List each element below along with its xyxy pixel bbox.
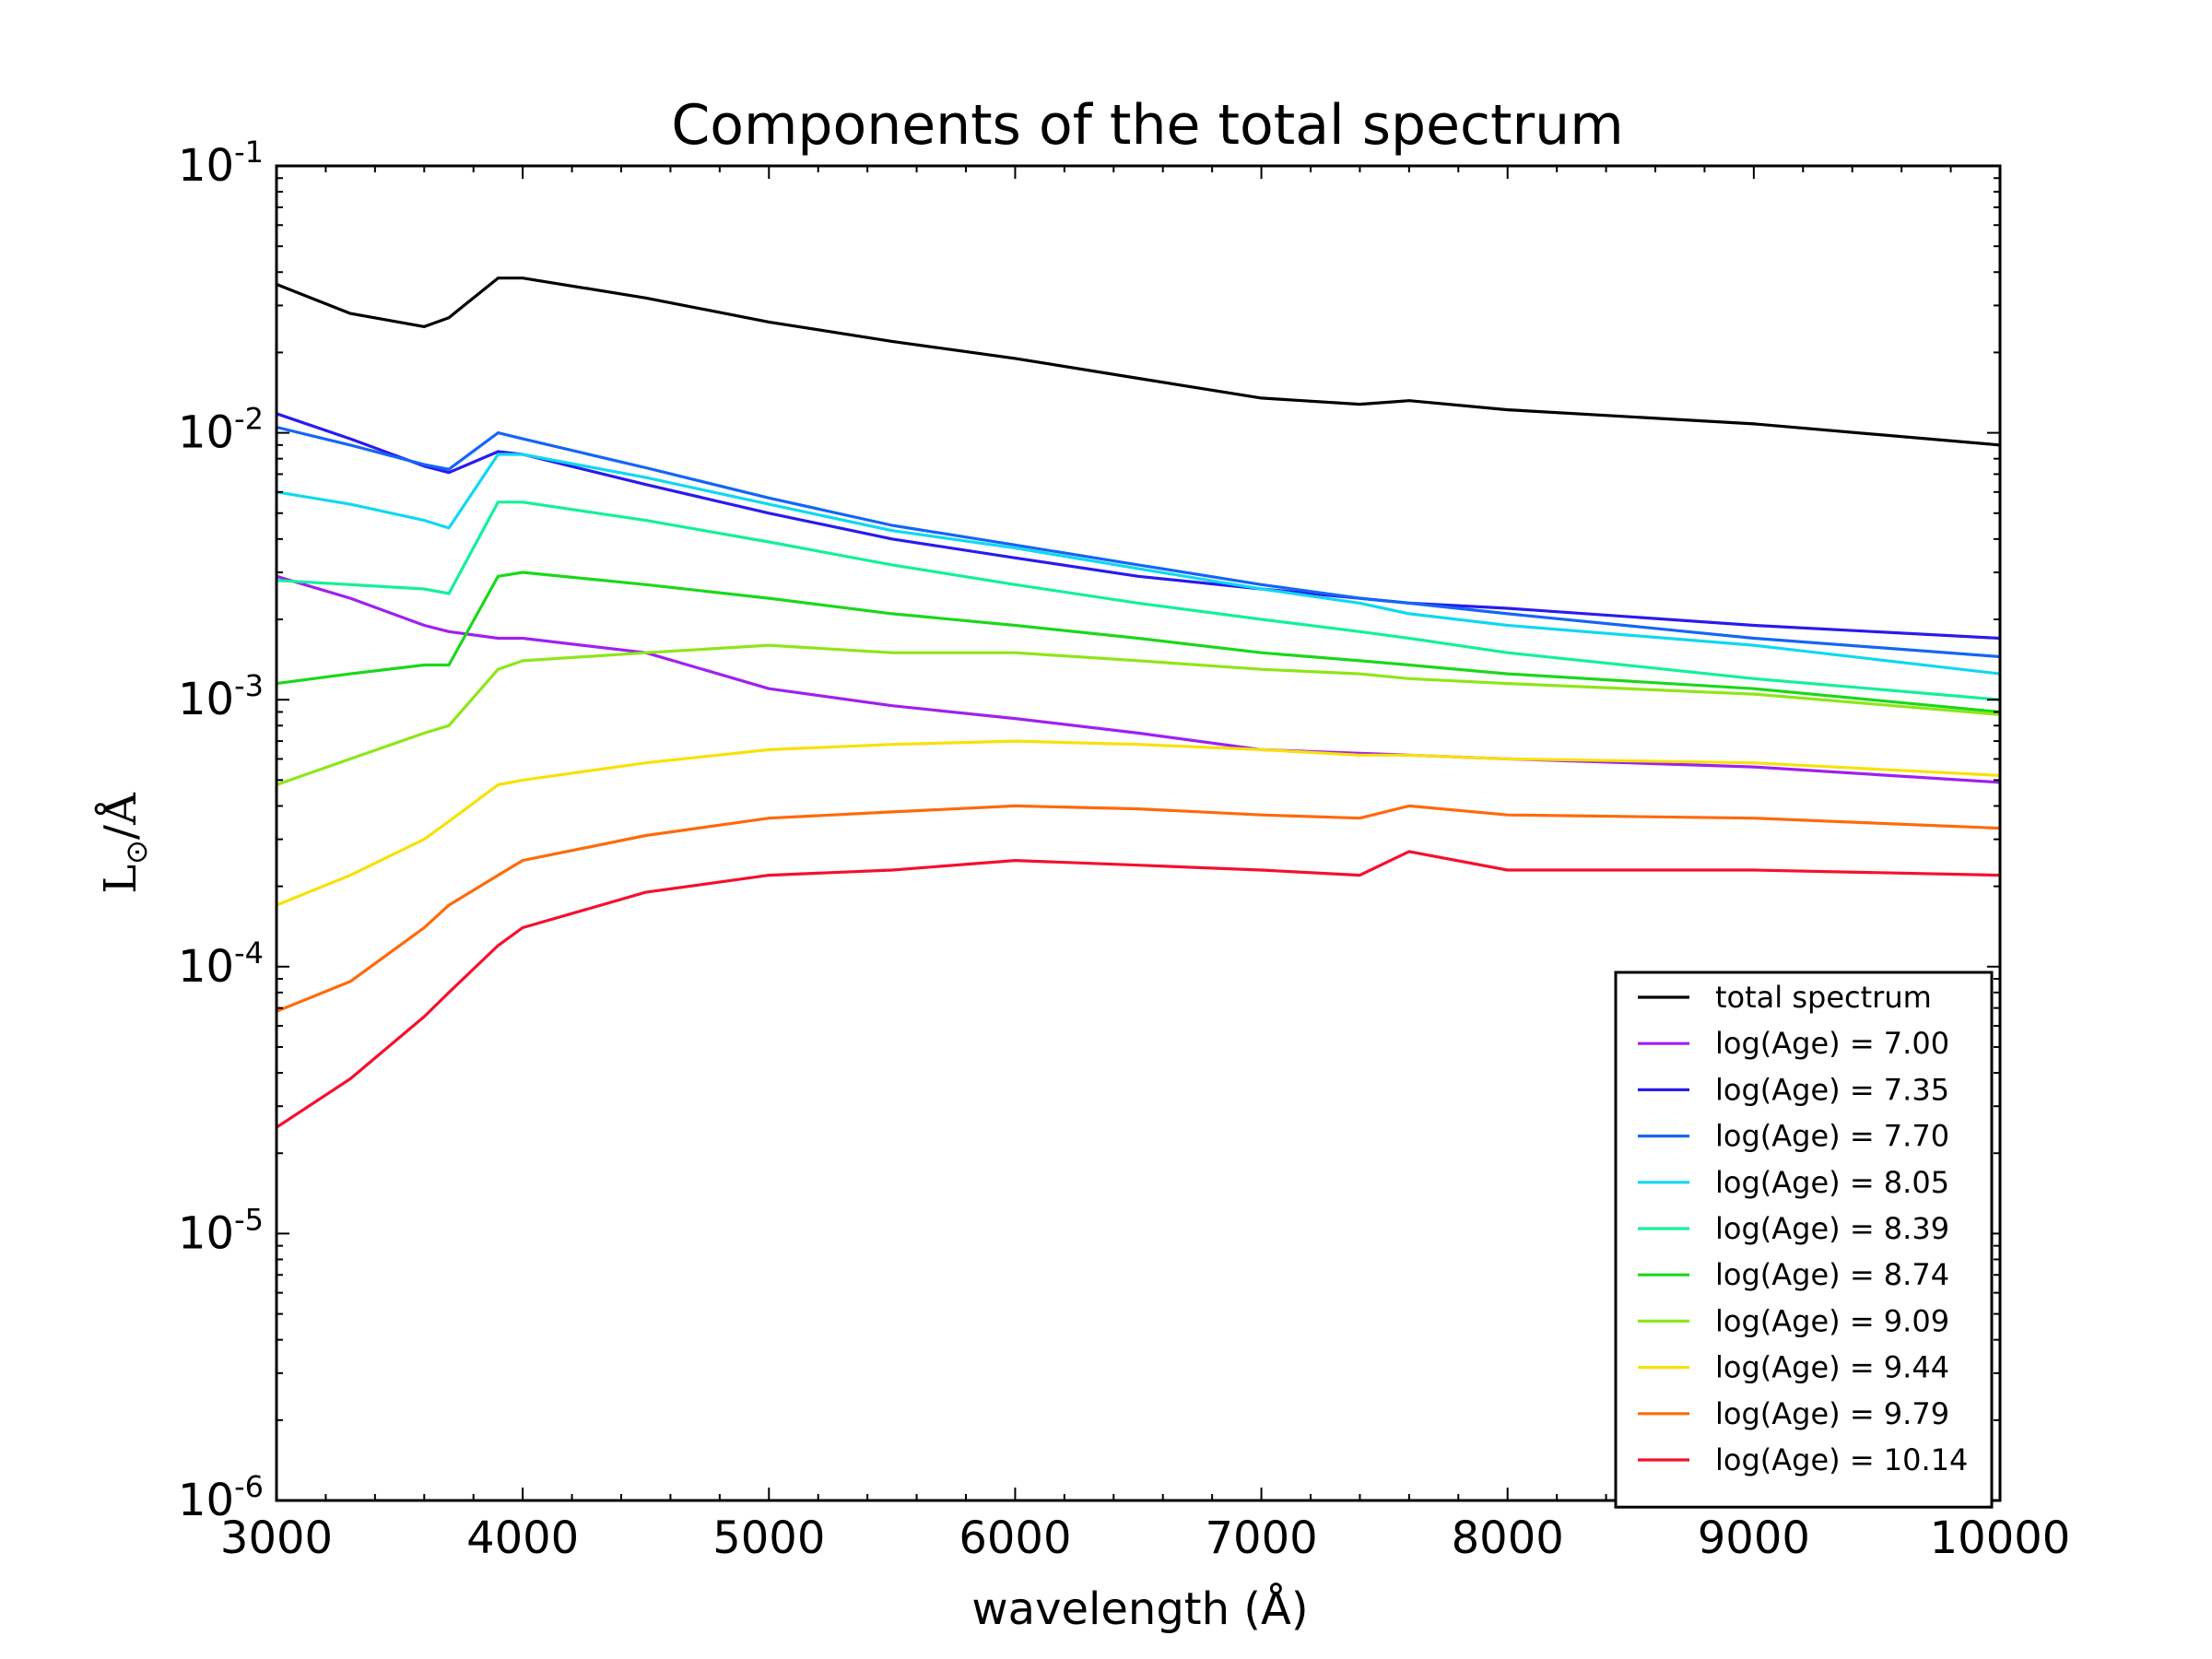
legend-entry-label: log(Age) = 8.05 bbox=[1715, 1165, 1949, 1200]
y-axis-label-subscript: ⊙ bbox=[119, 840, 154, 865]
series-line-log-age-8-05 bbox=[276, 453, 2001, 676]
y-axis-label: L⊙/Å bbox=[94, 792, 154, 894]
x-axis-label: wavelength (Å) bbox=[971, 1583, 1308, 1635]
y-axis-label-group: L⊙/Å bbox=[94, 792, 154, 894]
series-line-log-age-9-09 bbox=[276, 643, 2001, 787]
y-axis-label-suffix: /Å bbox=[94, 792, 147, 840]
x-tick-label: 6000 bbox=[959, 1512, 1071, 1564]
series-line-log-age-7-35 bbox=[276, 412, 2001, 641]
legend-entry-label: log(Age) = 10.14 bbox=[1715, 1442, 1968, 1477]
y-tick-label: 10-5 bbox=[178, 1202, 264, 1259]
chart-title: Components of the total spectrum bbox=[671, 93, 1623, 158]
series-line-log-age-8-74 bbox=[276, 571, 2001, 714]
legend-entry-label: log(Age) = 7.70 bbox=[1715, 1119, 1949, 1154]
x-tick-label: 7000 bbox=[1205, 1512, 1317, 1564]
y-tick-label: 10-1 bbox=[178, 135, 264, 192]
series-line-log-age-9-44 bbox=[276, 739, 2001, 907]
legend-entry-label: log(Age) = 9.79 bbox=[1715, 1396, 1949, 1431]
x-axis-tick-labels: 3000 4000 5000 6000 7000 8000 9000 10000 bbox=[220, 1512, 2070, 1564]
series-line-log-age-7-70 bbox=[276, 425, 2001, 659]
x-tick-label: 9000 bbox=[1698, 1512, 1810, 1564]
plot-area bbox=[276, 276, 2001, 1129]
legend-entry-label: total spectrum bbox=[1715, 980, 1932, 1015]
series-line-log-age-9-79 bbox=[276, 804, 2001, 1013]
series-line-total-spectrum bbox=[276, 276, 2001, 447]
y-tick-label: 10-2 bbox=[178, 402, 264, 459]
legend-box bbox=[1614, 971, 1994, 1509]
legend: total spectrum log(Age) = 7.00 log(Age) = … bbox=[1614, 971, 1994, 1509]
x-tick-label: 5000 bbox=[712, 1512, 825, 1564]
x-tick-label: 8000 bbox=[1452, 1512, 1564, 1564]
y-axis-tick-labels: 10-6 10-5 10-4 10-3 10-2 10-1 bbox=[178, 135, 264, 1526]
x-tick-label: 4000 bbox=[466, 1512, 579, 1564]
legend-entry-label: log(Age) = 8.74 bbox=[1715, 1257, 1949, 1292]
legend-entry-label: log(Age) = 7.35 bbox=[1715, 1072, 1949, 1107]
y-tick-label: 10-4 bbox=[178, 935, 264, 993]
series-line-log-age-8-39 bbox=[276, 500, 2001, 701]
legend-entry-label: log(Age) = 7.00 bbox=[1715, 1026, 1949, 1061]
legend-entry-label: log(Age) = 9.44 bbox=[1715, 1350, 1949, 1385]
y-tick-label: 10-3 bbox=[178, 668, 264, 725]
plot-frame bbox=[275, 164, 2002, 1502]
series-line-log-age-10-14 bbox=[276, 850, 2001, 1129]
legend-entry-label: log(Age) = 9.09 bbox=[1715, 1303, 1949, 1338]
y-tick-label: 10-6 bbox=[178, 1469, 264, 1526]
legend-entry-label: log(Age) = 8.39 bbox=[1715, 1211, 1949, 1246]
x-tick-label: 3000 bbox=[220, 1512, 333, 1564]
x-tick-label: 10000 bbox=[1930, 1512, 2071, 1564]
y-axis-label-symbol: L bbox=[95, 865, 147, 894]
